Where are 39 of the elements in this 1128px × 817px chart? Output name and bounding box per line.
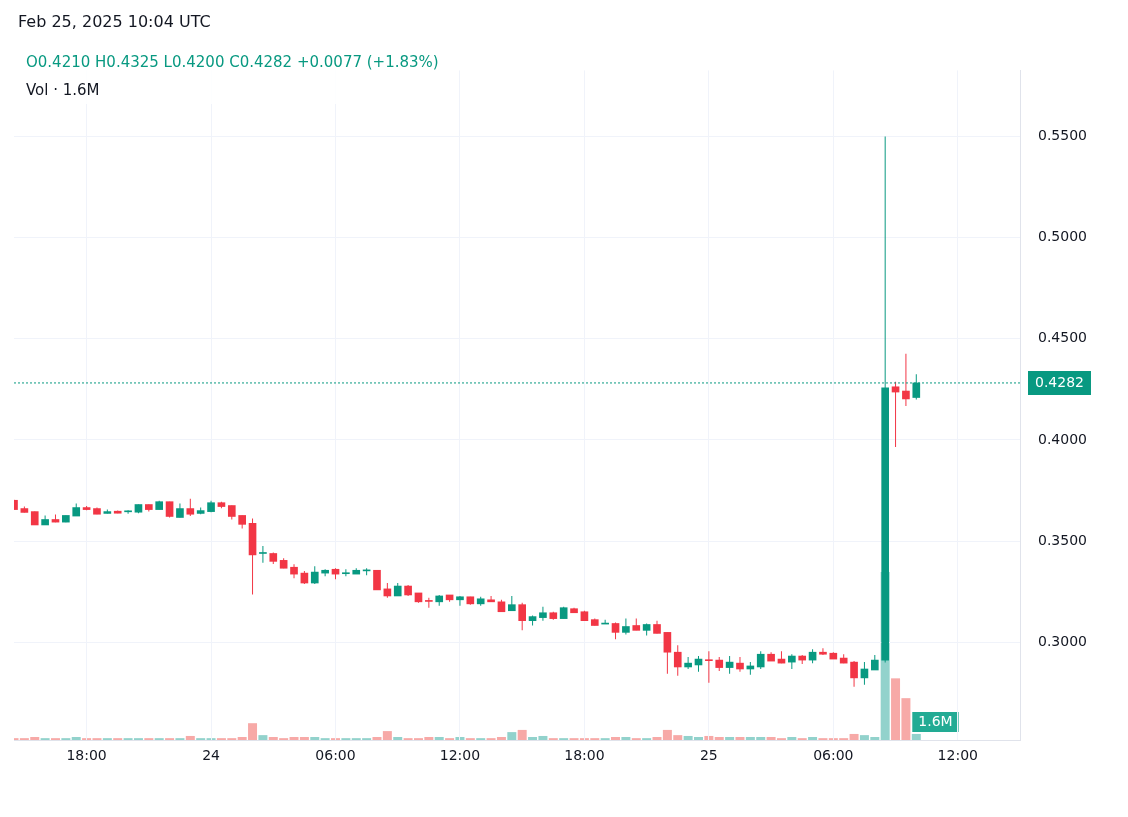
bar (507, 732, 517, 740)
bar (735, 736, 745, 740)
bar (382, 731, 392, 740)
x-tick-label: 12:00 (439, 747, 481, 764)
text: Feb 25, 2025 10:04 UTC (17, 11, 212, 33)
y-tick-label: 0.4000 (1038, 430, 1087, 447)
y-tick-label: 0.5500 (1038, 127, 1087, 144)
bar (310, 736, 320, 740)
x-tick-label: 06:00 (813, 747, 854, 764)
bar (849, 733, 859, 740)
annotation: O0.4210 H0.4325 L0.4200 C0.4282 +0.0077 (+1.83%) (26, 52, 439, 73)
annotation: Vol · 1.6M (26, 80, 101, 101)
bar (434, 736, 444, 740)
bar (808, 736, 818, 740)
y-tick-label: 0.5000 (1038, 228, 1087, 245)
bar (71, 736, 81, 740)
annotation: 1.6M (918, 712, 953, 729)
x-tick-label: 18:00 (564, 747, 605, 764)
y-tick-label: 0.3000 (1038, 632, 1087, 649)
x-tick-label: 12:00 (937, 747, 978, 764)
bar (517, 729, 527, 740)
y-tick-label: 0.3500 (1038, 531, 1087, 548)
bar (621, 736, 631, 740)
bar (393, 736, 403, 740)
x-tick-label: 06:00 (315, 747, 356, 764)
ref-line-label: 0.4282 (1035, 373, 1084, 390)
x-tick-label: 18:00 (66, 747, 107, 764)
bar (787, 736, 797, 740)
bar (372, 736, 382, 740)
candlestick (705, 651, 713, 683)
bar (714, 736, 724, 740)
bar (185, 735, 195, 740)
bar (911, 733, 921, 740)
bar (725, 736, 735, 740)
bar (258, 735, 268, 740)
x-tick-label: 25 (699, 747, 718, 764)
bar (611, 736, 621, 740)
y-tick-label: 0.4500 (1038, 329, 1087, 346)
x-tick-label: 24 (202, 747, 221, 764)
